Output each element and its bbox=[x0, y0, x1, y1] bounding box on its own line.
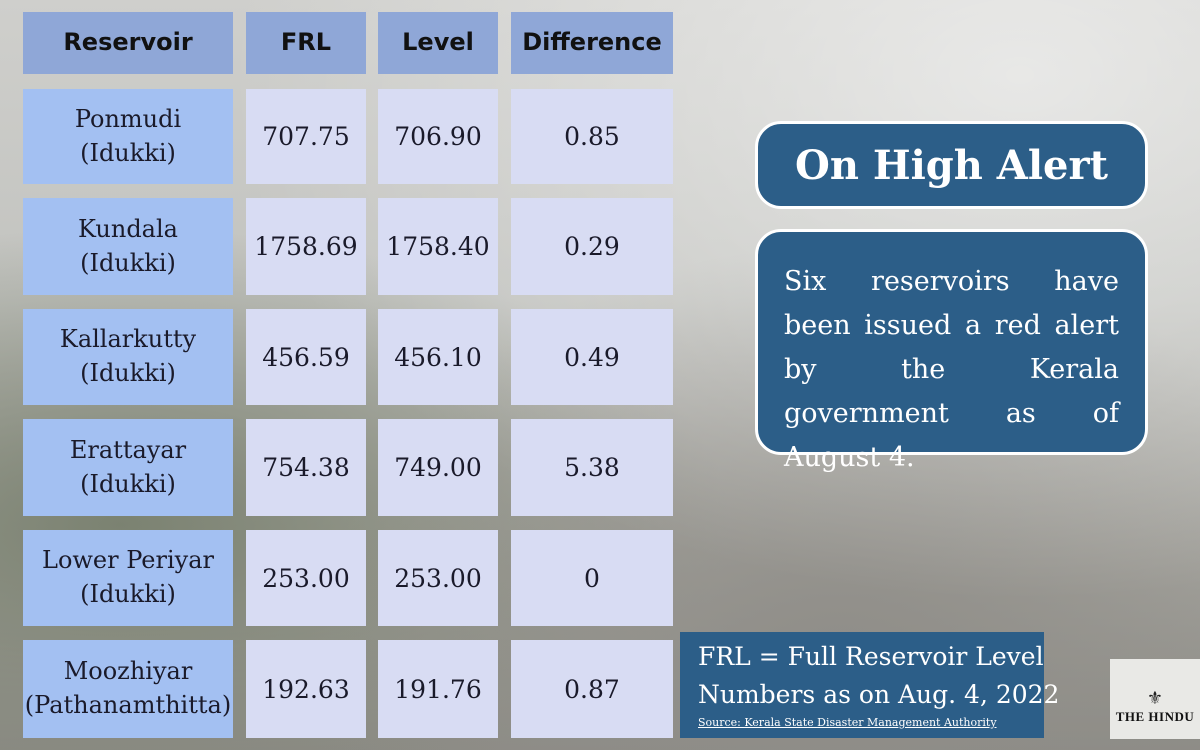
difference-value: 5.38 bbox=[511, 419, 673, 516]
publisher-logo: ⚜ THE HINDU bbox=[1110, 659, 1200, 739]
level-value: 749.00 bbox=[378, 419, 498, 516]
reservoir-district: (Idukki) bbox=[80, 580, 176, 608]
table-row-name: Kallarkutty (Idukki) bbox=[23, 309, 233, 405]
level-value: 253.00 bbox=[378, 530, 498, 626]
frl-definition: FRL = Full Reservoir Level bbox=[698, 642, 1044, 671]
alert-body: Six reservoirs have been issued a red al… bbox=[755, 229, 1148, 473]
table-row-name: Kundala (Idukki) bbox=[23, 198, 233, 295]
reservoir-name: Ponmudi bbox=[74, 104, 182, 133]
footnote-box: FRL = Full Reservoir Level Numbers as on… bbox=[680, 632, 1060, 738]
table-row-name: Erattayar (Idukki) bbox=[23, 419, 233, 516]
frl-value: 754.38 bbox=[246, 419, 366, 516]
date-note: Numbers as on Aug. 4, 2022 bbox=[698, 680, 1060, 709]
reservoir-district: (Idukki) bbox=[80, 248, 176, 277]
table-row-name: Ponmudi (Idukki) bbox=[23, 89, 233, 184]
header-difference: Difference bbox=[511, 12, 673, 74]
table-row-name: Lower Periyar (Idukki) bbox=[23, 530, 233, 626]
frl-value: 192.63 bbox=[246, 640, 366, 738]
frl-value: 707.75 bbox=[246, 89, 366, 184]
header-frl: FRL bbox=[246, 12, 366, 74]
source-credit: Source: Kerala State Disaster Management… bbox=[698, 716, 997, 729]
reservoir-name: Kallarkutty bbox=[59, 325, 197, 354]
alert-title: On High Alert bbox=[755, 121, 1148, 209]
level-value: 1758.40 bbox=[378, 198, 498, 295]
reservoir-district: (Idukki) bbox=[80, 469, 176, 498]
frl-value: 456.59 bbox=[246, 309, 366, 405]
logo-text: THE HINDU bbox=[1115, 709, 1195, 724]
level-value: 456.10 bbox=[378, 309, 498, 405]
level-value: 191.76 bbox=[378, 640, 498, 738]
reservoir-district: (Pathanamthitta) bbox=[24, 691, 232, 719]
level-value: 706.90 bbox=[378, 89, 498, 184]
header-level: Level bbox=[378, 12, 498, 74]
difference-value: 0.49 bbox=[511, 309, 673, 405]
table-row-name: Moozhiyar (Pathanamthitta) bbox=[23, 640, 233, 738]
frl-value: 1758.69 bbox=[246, 198, 366, 295]
difference-value: 0 bbox=[511, 530, 673, 626]
difference-value: 0.85 bbox=[511, 89, 673, 184]
newspaper-crest-icon: ⚜ bbox=[1146, 688, 1164, 709]
reservoir-name: Kundala bbox=[78, 214, 178, 243]
difference-value: 0.29 bbox=[511, 198, 673, 295]
reservoir-name: Lower Periyar bbox=[42, 546, 214, 575]
reservoir-name: Erattayar bbox=[69, 435, 187, 464]
frl-value: 253.00 bbox=[246, 530, 366, 626]
header-reservoir: Reservoir bbox=[23, 12, 233, 74]
reservoir-name: Moozhiyar bbox=[63, 657, 193, 686]
reservoir-district: (Idukki) bbox=[80, 138, 176, 167]
reservoir-district: (Idukki) bbox=[80, 359, 176, 387]
difference-value: 0.87 bbox=[511, 640, 673, 738]
